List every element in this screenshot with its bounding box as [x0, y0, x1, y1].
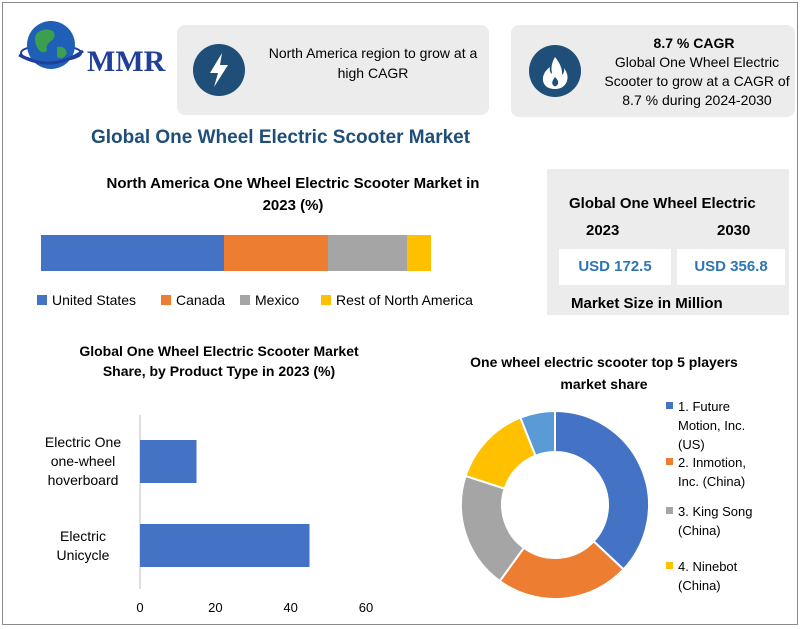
size-panel-footer: Market Size in Million: [571, 295, 723, 312]
flame-icon: [529, 45, 581, 97]
product-type-bar: [140, 524, 310, 567]
legend-swatch: [666, 562, 673, 569]
na-bar-segment: [407, 235, 431, 271]
product-type-bar-chart: [139, 415, 310, 589]
legend-swatch: [321, 295, 331, 305]
players-donut-chart: [460, 409, 650, 600]
x-tick-label: 40: [283, 600, 298, 615]
legend-swatch: [240, 295, 250, 305]
x-tick-label: 0: [136, 600, 144, 615]
na-legend-item: Canada: [161, 292, 225, 308]
mmr-logo: MMR: [17, 11, 167, 85]
donut-slice: [554, 409, 650, 571]
category-label: Electric Unicycle: [56, 528, 110, 563]
na-chart-title: North America One Wheel Electric Scooter…: [106, 175, 480, 214]
card-cagr-heading: 8.7 % CAGR: [653, 35, 735, 51]
na-legend-item: Mexico: [240, 292, 299, 308]
legend-label: United States: [52, 292, 137, 308]
logo-text: MMR: [87, 45, 166, 78]
legend-swatch: [666, 402, 673, 409]
na-legend-item: United States: [37, 292, 136, 308]
globe-icon: [18, 21, 84, 69]
legend-label: 1. Future Motion, Inc. (US): [678, 399, 746, 452]
donut-slice: [519, 409, 556, 458]
na-legend-item: Rest of North America: [321, 292, 473, 308]
card-region-text: North America region to grow at a high C…: [268, 45, 478, 81]
legend-label: 4. Ninebot (China): [678, 559, 738, 593]
legend-swatch: [161, 295, 171, 305]
category-label: Electric One one-wheel hoverboard: [44, 434, 122, 488]
main-title: Global One Wheel Electric Scooter Market: [91, 127, 471, 148]
legend-label: 3. King Song (China): [678, 504, 753, 538]
x-tick-label: 60: [358, 600, 374, 615]
info-card-region: North America region to grow at a high C…: [177, 25, 489, 115]
na-bar-segment: [224, 235, 328, 271]
legend-swatch: [37, 295, 47, 305]
legend-label: Mexico: [255, 292, 300, 308]
na-bar-segment: [41, 235, 225, 271]
size-value-2030: USD 356.8: [677, 249, 785, 285]
card-cagr-text: Global One Wheel Electric Scooter to gro…: [604, 54, 790, 108]
info-card-cagr: 8.7 % CAGR Global One Wheel Electric Sco…: [511, 25, 795, 117]
size-year-2030: 2030: [717, 222, 751, 239]
na-bar-segment: [327, 235, 408, 271]
size-value-2023: USD 172.5: [559, 249, 671, 285]
product-type-bar: [140, 440, 197, 483]
x-tick-label: 20: [208, 600, 223, 615]
market-size-panel: [547, 169, 789, 315]
legend-label: 2. Inmotion, Inc. (China): [678, 455, 746, 489]
players-chart-title: One wheel electric scooter top 5 players…: [470, 354, 738, 392]
lightning-icon: [193, 44, 245, 96]
legend-label: Rest of North America: [336, 292, 473, 308]
legend-label: Canada: [176, 292, 226, 308]
size-year-2023: 2023: [586, 222, 620, 239]
product-type-chart-title: Global One Wheel Electric Scooter Market…: [79, 343, 359, 379]
size-panel-title: Global One Wheel Electric: [569, 195, 756, 212]
legend-swatch: [666, 507, 673, 514]
legend-swatch: [666, 458, 673, 465]
